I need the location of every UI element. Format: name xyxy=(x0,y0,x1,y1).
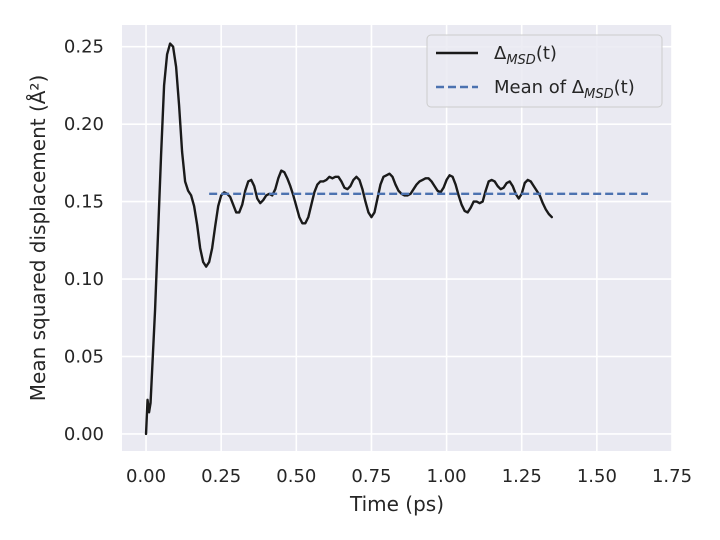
y-tick-labels: 0.00 0.05 0.10 0.15 0.20 0.25 xyxy=(64,37,104,445)
x-tick-label: 0.75 xyxy=(351,466,391,487)
legend-entry: ΔMSD(t) xyxy=(494,43,557,68)
y-tick-label: 0.15 xyxy=(64,192,104,213)
y-tick-label: 0.20 xyxy=(64,114,104,135)
y-tick-label: 0.00 xyxy=(64,424,104,445)
x-tick-label: 1.00 xyxy=(427,466,467,487)
y-tick-label: 0.05 xyxy=(64,347,104,368)
x-tick-label: 1.25 xyxy=(502,466,542,487)
y-tick-label: 0.10 xyxy=(64,269,104,290)
y-tick-label: 0.25 xyxy=(64,37,104,58)
y-axis-label: Mean squared displacement (Å²) xyxy=(26,75,50,401)
msd-line xyxy=(144,42,553,436)
legend-box xyxy=(426,34,663,108)
series-layer xyxy=(144,42,648,436)
x-tick-label: 1.75 xyxy=(652,466,692,487)
legend-entry: Mean of ΔMSD(t) xyxy=(494,77,635,102)
x-tick-label: 0.00 xyxy=(126,466,166,487)
x-tick-label: 0.50 xyxy=(276,466,316,487)
x-tick-label: 0.25 xyxy=(201,466,241,487)
x-tick-label: 1.50 xyxy=(577,466,617,487)
x-tick-labels: 0.00 0.25 0.50 0.75 1.00 1.25 1.50 1.75 xyxy=(126,466,692,487)
legend: ΔMSD(t) Mean of ΔMSD(t) xyxy=(426,34,663,108)
grid-lines xyxy=(122,25,673,451)
x-axis-label: Time (ps) xyxy=(349,492,444,516)
